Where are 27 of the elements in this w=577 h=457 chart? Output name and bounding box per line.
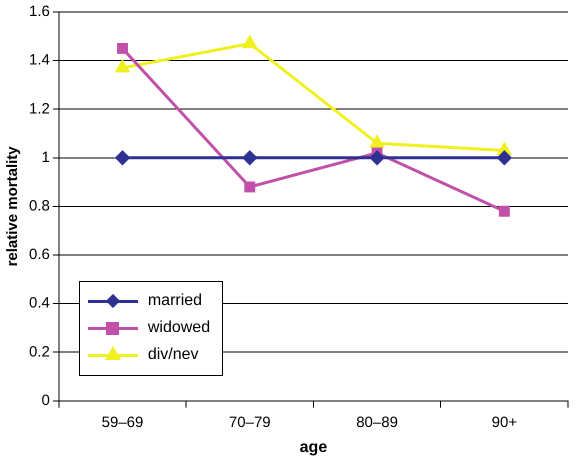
x-tick-label: 80–89 bbox=[356, 414, 398, 431]
y-tick-label: 0 bbox=[42, 392, 50, 409]
point bbox=[498, 206, 510, 217]
y-tick-label: 0.4 bbox=[28, 294, 50, 312]
y-tick-label: 1.6 bbox=[28, 3, 50, 20]
y-axis-title: relative mortality bbox=[4, 146, 22, 266]
point bbox=[244, 182, 256, 192]
point bbox=[496, 150, 512, 166]
y-tick-label: 0.8 bbox=[28, 198, 50, 215]
legend-label: div/nev bbox=[148, 346, 199, 364]
legend-label: married bbox=[148, 292, 202, 310]
x-tick-label: 70–79 bbox=[228, 414, 271, 431]
x-tick-label: 59–69 bbox=[102, 414, 144, 431]
point bbox=[242, 35, 258, 48]
y-tick-label: 0.6 bbox=[28, 246, 50, 264]
y-tick-label: 1.2 bbox=[28, 100, 50, 118]
x-tick-label: 90+ bbox=[492, 414, 518, 431]
y-tick-label: 0.2 bbox=[28, 343, 50, 360]
point bbox=[370, 134, 384, 148]
point bbox=[114, 150, 130, 166]
x-axis-title: age bbox=[300, 438, 328, 456]
y-tick-label: 1 bbox=[42, 148, 50, 166]
legend-label: widowed bbox=[148, 319, 210, 338]
point bbox=[242, 150, 258, 166]
point bbox=[370, 150, 385, 166]
y-tick-label: 1.4 bbox=[28, 52, 50, 69]
point bbox=[115, 59, 130, 72]
